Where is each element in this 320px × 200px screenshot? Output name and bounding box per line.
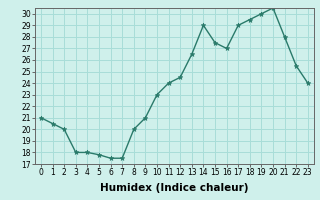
X-axis label: Humidex (Indice chaleur): Humidex (Indice chaleur) xyxy=(100,183,249,193)
